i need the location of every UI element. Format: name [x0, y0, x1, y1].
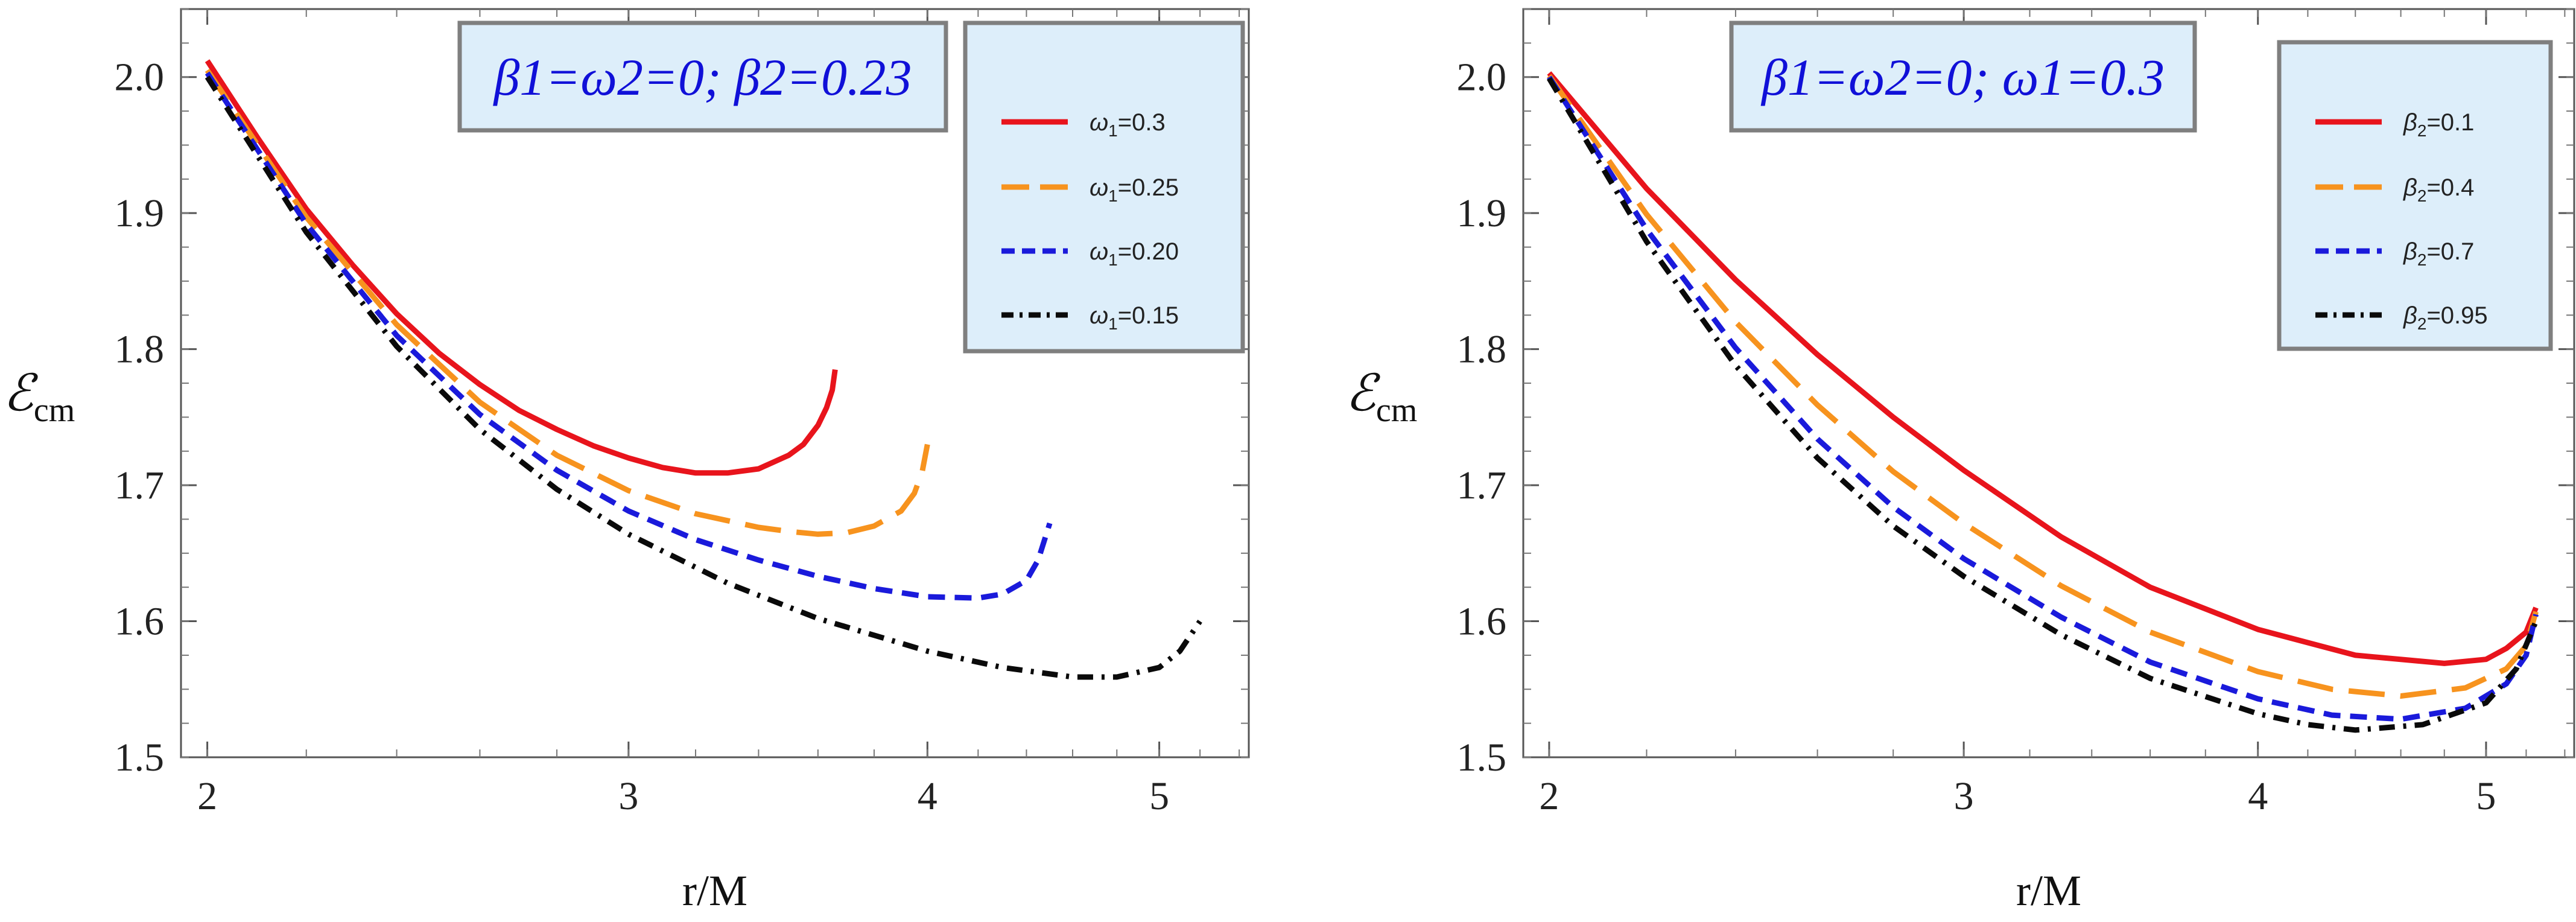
series-line-1: [1547, 71, 2539, 666]
x-axis-label: r/M: [2016, 866, 2081, 915]
legend-label-4: ω1=0.15: [1090, 302, 1179, 333]
x-tick-label: 3: [618, 774, 638, 818]
series-line-4: [205, 75, 1202, 680]
series-line-3: [1547, 75, 2539, 722]
legend-box: [2277, 40, 2553, 351]
series-line-2: [205, 68, 930, 537]
x-tick-label: 4: [918, 774, 937, 818]
y-tick-label: 1.7: [115, 463, 165, 507]
y-tick-label: 1.8: [115, 328, 165, 372]
x-tick-label: 5: [1149, 774, 1169, 818]
chart-title: β1=ω2=0; ω1=0.3: [1760, 48, 2165, 106]
title-box: [1729, 21, 2197, 133]
chart-panel-1: 1.5 1.6 1.7 1.8 1.9 2.0 2 3 4 5 r/M ℰcm β1=ω2=0; β2=…: [3, 8, 1250, 915]
y-tick-label: 2.0: [1457, 56, 1507, 100]
y-axis-label: ℰcm: [3, 366, 75, 429]
legend-label-3: β2=0.7: [2403, 238, 2474, 269]
y-axis-label: ℰcm: [1345, 366, 1417, 429]
y-tick-label: 1.8: [1457, 328, 1507, 372]
x-tick-label: 5: [2476, 774, 2496, 818]
y-tick-label: 1.7: [1457, 463, 1507, 507]
legend-label-3: ω1=0.20: [1090, 238, 1179, 269]
legend-label-4: β2=0.95: [2403, 302, 2488, 333]
y-tick-label: 1.9: [1457, 191, 1507, 235]
x-axis-label: r/M: [682, 866, 747, 915]
legend-label-2: ω1=0.25: [1090, 174, 1179, 205]
y-tick-label: 1.5: [1457, 736, 1507, 780]
y-tick-label: 1.9: [115, 191, 165, 235]
legend-label-1: β2=0.1: [2403, 109, 2474, 140]
chart-title: β1=ω2=0; β2=0.23: [492, 48, 912, 106]
y-tick-label: 2.0: [115, 56, 165, 100]
series-line-3: [205, 71, 1053, 601]
x-tick-label: 4: [2248, 774, 2268, 818]
x-tick-label: 3: [1954, 774, 1974, 818]
series-line-1: [205, 59, 838, 476]
y-tick-label: 1.6: [1457, 600, 1507, 644]
y-tick-label: 1.6: [115, 600, 165, 644]
legend-label-2: β2=0.4: [2403, 174, 2474, 205]
x-tick-label: 2: [1539, 774, 1559, 818]
legend-label-1: ω1=0.3: [1090, 109, 1166, 140]
chart-panel-2: 1.5 1.6 1.7 1.8 1.9 2.0 2 3 4 5 r/M ℰcm β1=ω2=0; ω1=…: [1345, 8, 2575, 915]
series-line-4: [1547, 77, 2539, 733]
title-box: [457, 21, 948, 133]
x-tick-label: 2: [197, 774, 217, 818]
y-tick-label: 1.5: [115, 736, 165, 780]
